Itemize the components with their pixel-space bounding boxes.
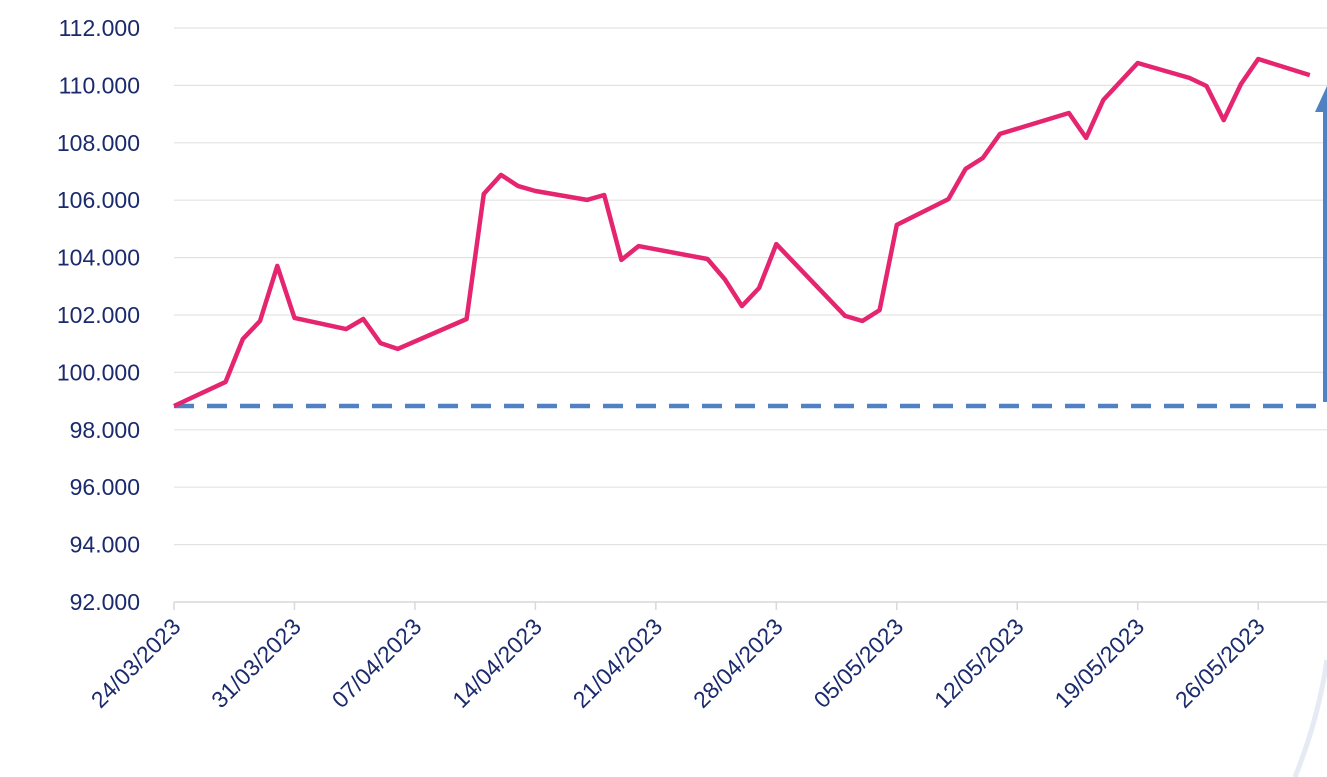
- x-tick-label: 05/05/2023: [809, 613, 909, 713]
- y-tick-label: 100.000: [57, 359, 140, 385]
- y-tick-label: 98.000: [70, 417, 140, 443]
- x-tick-label: 24/03/2023: [86, 613, 186, 713]
- x-tick-label: 19/05/2023: [1049, 613, 1149, 713]
- line-series: [173, 56, 1311, 409]
- x-tick-label: 07/04/2023: [327, 613, 427, 713]
- y-tick-label: 92.000: [70, 589, 140, 615]
- x-tick-label: 14/04/2023: [447, 613, 547, 713]
- y-tick-label: 94.000: [70, 532, 140, 558]
- y-tick-label: 96.000: [70, 474, 140, 500]
- y-tick-label: 110.000: [59, 72, 140, 98]
- x-tick-label: 26/05/2023: [1170, 613, 1270, 713]
- y-tick-label: 112.000: [59, 15, 140, 41]
- y-tick-label: 106.000: [57, 187, 140, 213]
- x-tick-label: 31/03/2023: [206, 613, 306, 713]
- x-tick-label: 28/04/2023: [688, 613, 788, 713]
- x-tick-label: 12/05/2023: [929, 613, 1029, 713]
- y-tick-label: 104.000: [57, 245, 140, 271]
- plot-area: 92.000 94.000 96.000 98.000 100.000 102.000 10…: [57, 15, 1327, 713]
- x-tick-label: 21/04/2023: [568, 613, 668, 713]
- decoration: [1292, 659, 1327, 777]
- arrow-head: [1315, 86, 1327, 112]
- y-tick-label: 108.000: [57, 130, 140, 156]
- y-tick-label: 102.000: [57, 302, 140, 328]
